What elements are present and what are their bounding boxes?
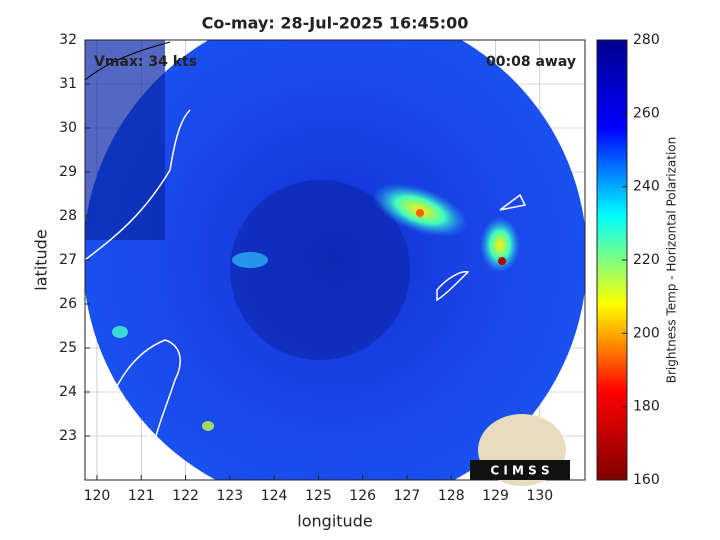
colorbar-tick-label: 220	[633, 252, 660, 268]
x-axis-label: longitude	[297, 512, 372, 531]
y-axis-label: latitude	[32, 229, 51, 290]
colorbar-tick-label: 180	[633, 399, 660, 415]
x-tick-label: 126	[349, 488, 376, 504]
x-tick-label: 121	[128, 488, 155, 504]
x-tick-label: 128	[438, 488, 465, 504]
annotation: 00:08 away	[486, 54, 576, 70]
y-tick-label: 23	[59, 428, 77, 444]
y-tick-label: 25	[59, 340, 77, 356]
y-tick-label: 26	[59, 296, 77, 312]
x-tick-label: 130	[526, 488, 553, 504]
colorbar-tick-label: 160	[633, 472, 660, 488]
colorbar-tick-label: 200	[633, 325, 660, 341]
colorbar-tick-label: 260	[633, 105, 660, 121]
colorbar-label: Brightness Temp - Horizontal Polarizatio…	[665, 137, 679, 384]
x-tick-label: 122	[172, 488, 199, 504]
annotation: Vmax: 34 kts	[94, 54, 197, 70]
y-tick-label: 32	[59, 32, 77, 48]
x-tick-label: 125	[305, 488, 332, 504]
logo: C I M S S	[470, 414, 570, 486]
x-tick-label: 123	[216, 488, 243, 504]
satellite-swath	[85, 40, 585, 480]
y-tick-label: 24	[59, 384, 77, 400]
y-tick-label: 31	[59, 76, 77, 92]
chart-title: Co-may: 28-Jul-2025 16:45:00	[202, 14, 469, 33]
x-tick-label: 120	[84, 488, 111, 504]
x-tick-label: 129	[482, 488, 509, 504]
logo-text: C I M S S	[490, 464, 549, 478]
y-tick-label: 28	[59, 208, 77, 224]
y-tick-label: 27	[59, 252, 77, 268]
colorbar-tick-label: 280	[633, 32, 660, 48]
x-tick-label: 127	[394, 488, 421, 504]
x-tick-label: 124	[261, 488, 288, 504]
colorbar-tick-label: 240	[633, 179, 660, 195]
y-tick-label: 30	[59, 120, 77, 136]
y-tick-label: 29	[59, 164, 77, 180]
